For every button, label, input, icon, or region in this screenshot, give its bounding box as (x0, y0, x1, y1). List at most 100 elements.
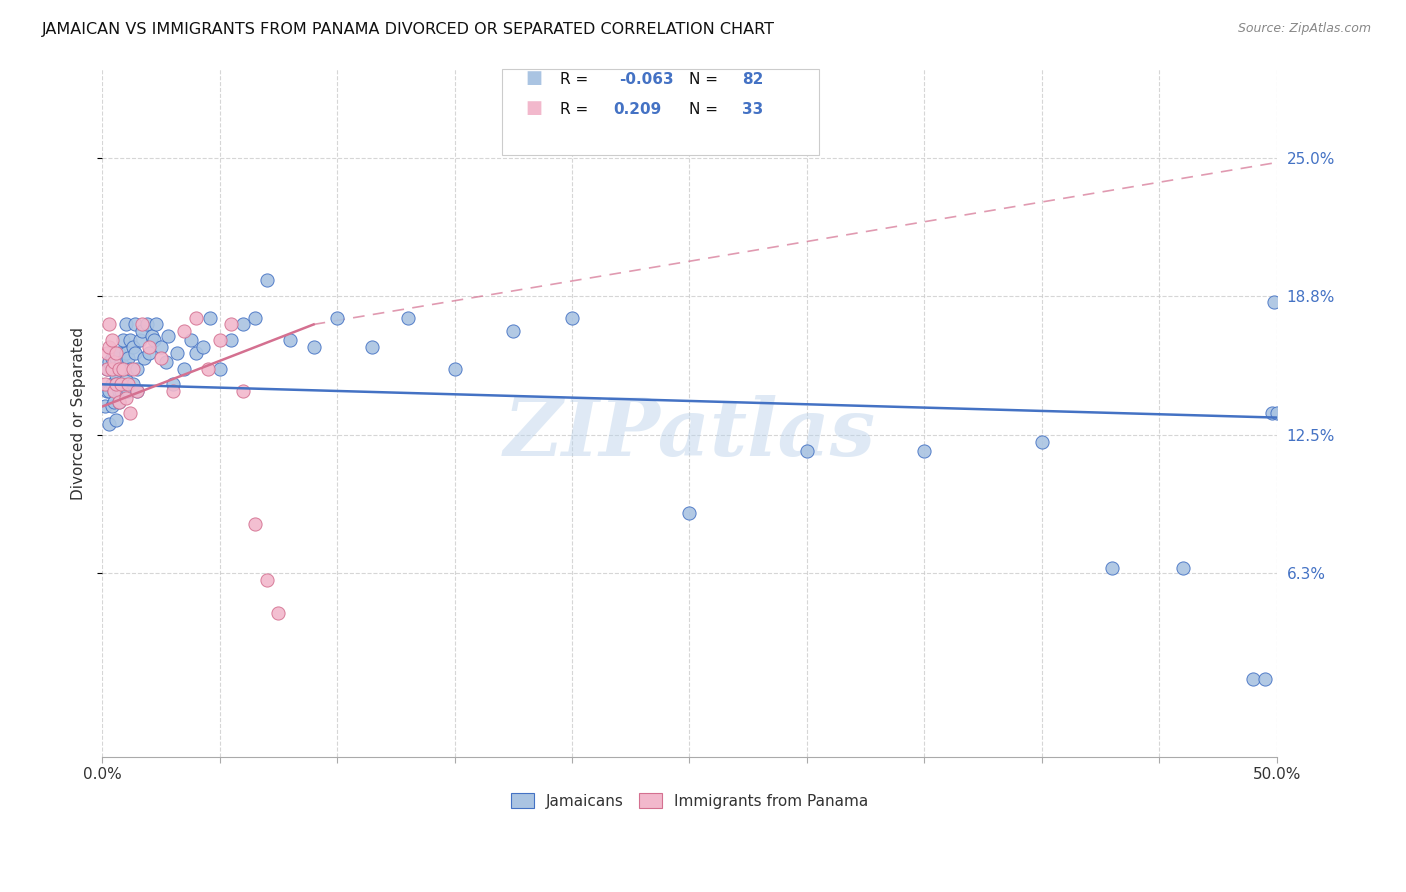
Point (96, 384, 118, 398)
Point (1263, 295, 1285, 310)
Text: R =: R = (560, 71, 593, 87)
Point (1254, 673, 1277, 687)
Point (186, 310, 208, 325)
Point (105, 413, 128, 427)
Point (110, 377, 132, 392)
Point (561, 310, 583, 325)
FancyBboxPatch shape (502, 70, 818, 155)
Text: R =: R = (560, 103, 593, 118)
Point (100, 333, 122, 347)
Point (138, 340, 160, 354)
Point (131, 324, 153, 338)
Point (208, 333, 231, 347)
Point (112, 333, 135, 347)
Point (93, 377, 115, 392)
Point (278, 333, 301, 347)
Point (93, 400, 115, 414)
Legend: Jamaicans, Immigrants from Panama: Jamaicans, Immigrants from Panama (505, 787, 875, 814)
Point (502, 324, 524, 338)
Point (96, 361, 118, 376)
Point (173, 361, 195, 376)
Point (103, 361, 125, 376)
Point (110, 384, 132, 398)
Point (124, 346, 146, 360)
Point (98, 384, 121, 398)
Point (112, 361, 135, 376)
Point (1261, 406, 1284, 420)
Text: ■: ■ (524, 100, 543, 118)
Point (112, 361, 135, 376)
Point (107, 346, 129, 360)
Point (166, 346, 188, 360)
Point (107, 361, 129, 376)
Point (193, 340, 215, 354)
Point (443, 361, 465, 376)
Point (98, 318, 121, 332)
Point (1241, 673, 1264, 687)
Point (173, 324, 195, 338)
Point (256, 573, 278, 587)
Point (114, 391, 136, 405)
Point (103, 355, 125, 369)
Point (107, 384, 129, 398)
Point (361, 340, 384, 354)
Point (243, 310, 266, 325)
Point (105, 346, 128, 360)
Text: -0.063: -0.063 (619, 71, 673, 87)
Point (138, 346, 160, 360)
Point (98, 340, 121, 354)
Point (117, 351, 139, 365)
Point (232, 318, 254, 332)
Point (110, 377, 132, 392)
Point (180, 333, 202, 347)
Point (105, 377, 128, 392)
Point (208, 361, 231, 376)
Point (149, 340, 172, 354)
Point (149, 351, 172, 365)
Point (114, 346, 136, 360)
Point (114, 373, 136, 387)
Point (103, 384, 125, 398)
Point (98, 355, 121, 369)
Point (678, 506, 700, 520)
Point (256, 273, 278, 287)
Text: Source: ZipAtlas.com: Source: ZipAtlas.com (1237, 22, 1371, 36)
Point (197, 361, 219, 376)
Point (100, 361, 122, 376)
Point (141, 328, 163, 343)
Point (135, 318, 157, 332)
Point (121, 361, 143, 376)
Point (107, 361, 129, 376)
Point (98, 417, 121, 432)
Point (117, 377, 139, 392)
Point (121, 340, 143, 354)
Point (302, 340, 325, 354)
Text: 33: 33 (742, 103, 763, 118)
Point (267, 606, 290, 620)
Point (105, 377, 128, 392)
Point (120, 333, 142, 347)
Text: N =: N = (689, 103, 723, 118)
Point (232, 384, 254, 398)
Point (100, 400, 122, 414)
Point (200, 310, 222, 325)
Point (162, 384, 184, 398)
Text: N =: N = (689, 71, 723, 87)
Point (105, 368, 128, 383)
Point (96, 361, 118, 376)
Y-axis label: Divorced or Separated: Divorced or Separated (72, 326, 86, 500)
Point (156, 328, 179, 343)
Point (128, 333, 150, 347)
Point (912, 443, 935, 458)
Point (121, 377, 143, 392)
Point (1101, 561, 1123, 575)
Point (221, 318, 243, 332)
Text: 82: 82 (742, 71, 763, 87)
Point (114, 384, 136, 398)
Point (96, 346, 118, 360)
Point (114, 318, 136, 332)
Point (396, 310, 419, 325)
Point (120, 406, 142, 420)
Point (142, 333, 165, 347)
Point (796, 443, 818, 458)
